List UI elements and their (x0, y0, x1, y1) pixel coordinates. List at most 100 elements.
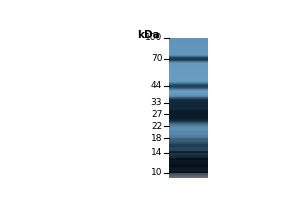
Bar (169, 56, 208, 57)
Bar (169, 58, 208, 59)
Bar (169, 143, 208, 144)
Bar (169, 104, 208, 106)
Bar (169, 190, 208, 191)
Bar (169, 117, 208, 119)
Bar (169, 116, 208, 118)
Bar (169, 85, 208, 86)
Bar (169, 121, 208, 122)
Bar (169, 189, 208, 190)
Bar (169, 108, 208, 109)
Bar (169, 55, 208, 56)
Bar (169, 146, 208, 147)
Bar (169, 58, 208, 59)
Bar (169, 123, 208, 124)
Bar (169, 123, 208, 124)
Bar (169, 72, 208, 73)
Bar (169, 131, 208, 132)
Bar (169, 117, 208, 118)
Bar (169, 102, 208, 104)
Bar (169, 125, 208, 126)
Bar (169, 112, 208, 113)
Bar (169, 101, 208, 103)
Bar (169, 97, 208, 98)
Bar (169, 130, 208, 131)
Bar (169, 136, 208, 137)
Bar (169, 49, 208, 50)
Bar (169, 92, 208, 93)
Bar (169, 89, 208, 90)
Bar (169, 155, 208, 156)
Bar (169, 44, 208, 45)
Bar (169, 119, 208, 120)
Bar (169, 55, 208, 56)
Bar (169, 57, 208, 58)
Bar (169, 62, 208, 63)
Bar (169, 122, 208, 123)
Bar (169, 144, 208, 145)
Bar (169, 153, 208, 154)
Bar (169, 140, 208, 141)
Bar (169, 130, 208, 131)
Bar (169, 141, 208, 142)
Bar (169, 122, 208, 124)
Bar (169, 108, 208, 109)
Bar (169, 120, 208, 121)
Bar (169, 107, 208, 108)
Bar (169, 137, 208, 138)
Bar (169, 169, 208, 170)
Bar (169, 129, 208, 131)
Bar (169, 119, 208, 120)
Bar (169, 131, 208, 132)
Bar (169, 195, 208, 196)
Bar (169, 132, 208, 133)
Bar (169, 85, 208, 87)
Bar (169, 65, 208, 66)
Bar (169, 57, 208, 58)
Bar (169, 93, 208, 94)
Bar (169, 99, 208, 100)
Bar (169, 124, 208, 125)
Bar (169, 61, 208, 62)
Bar (169, 126, 208, 127)
Bar (169, 112, 208, 114)
Bar (169, 163, 208, 164)
Bar (169, 57, 208, 58)
Bar (169, 94, 208, 96)
Bar (169, 92, 208, 93)
Bar (169, 78, 208, 79)
Bar (169, 91, 208, 92)
Bar (169, 60, 208, 61)
Bar (169, 171, 208, 172)
Bar (169, 159, 208, 160)
Bar (169, 91, 208, 93)
Bar (169, 109, 208, 110)
Bar (169, 99, 208, 100)
Bar (169, 184, 208, 186)
Bar (169, 111, 208, 112)
Bar (169, 115, 208, 117)
Bar (169, 94, 208, 95)
Bar (169, 142, 208, 143)
Bar (169, 113, 208, 115)
Bar (169, 137, 208, 138)
Bar (169, 108, 208, 109)
Bar (169, 104, 208, 105)
Bar (169, 62, 208, 64)
Bar (169, 123, 208, 124)
Bar (169, 100, 208, 101)
Bar (169, 112, 208, 113)
Bar (169, 81, 208, 82)
Bar (169, 40, 208, 41)
Bar (169, 45, 208, 47)
Bar (169, 145, 208, 146)
Text: 27: 27 (151, 110, 162, 119)
Bar (169, 148, 208, 149)
Bar (169, 101, 208, 102)
Bar (169, 116, 208, 117)
Bar (169, 77, 208, 78)
Bar (169, 118, 208, 119)
Bar (169, 166, 208, 168)
Bar (169, 157, 208, 158)
Bar (169, 106, 208, 108)
Bar (169, 109, 208, 110)
